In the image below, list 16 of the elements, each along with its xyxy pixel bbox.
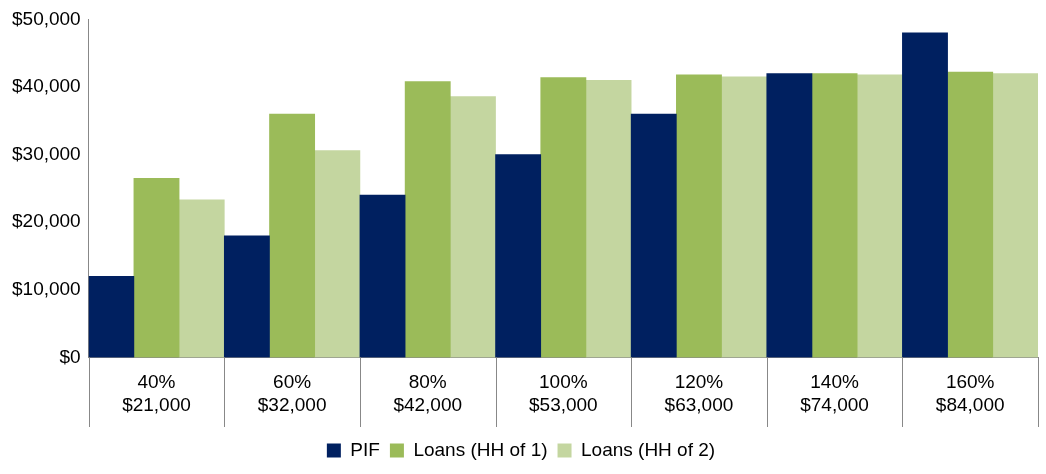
- y-tick-label: $0: [59, 345, 81, 367]
- x-tick-label: 60% $32,000: [257, 371, 327, 415]
- y-tick-label: $40,000: [11, 75, 81, 97]
- y-tick-label: $50,000: [11, 7, 81, 29]
- legend-label: PIF: [350, 438, 380, 460]
- x-tick-label: 40% $21,000: [122, 371, 191, 415]
- y-tick-label: $10,000: [11, 278, 81, 300]
- x-tick-label: 120% $63,000: [664, 371, 734, 415]
- x-tick-label: 80% $42,000: [393, 371, 463, 415]
- y-tick-label: $20,000: [11, 210, 81, 232]
- x-tick-label: 140% $74,000: [800, 371, 869, 415]
- legend-label: Loans (HH of 2): [581, 438, 716, 460]
- x-tick-label: 160% $84,000: [935, 371, 1005, 415]
- y-tick-label: $30,000: [11, 142, 81, 164]
- legend-label: Loans (HH of 1): [413, 438, 548, 460]
- x-tick-label: 100% $53,000: [529, 371, 598, 415]
